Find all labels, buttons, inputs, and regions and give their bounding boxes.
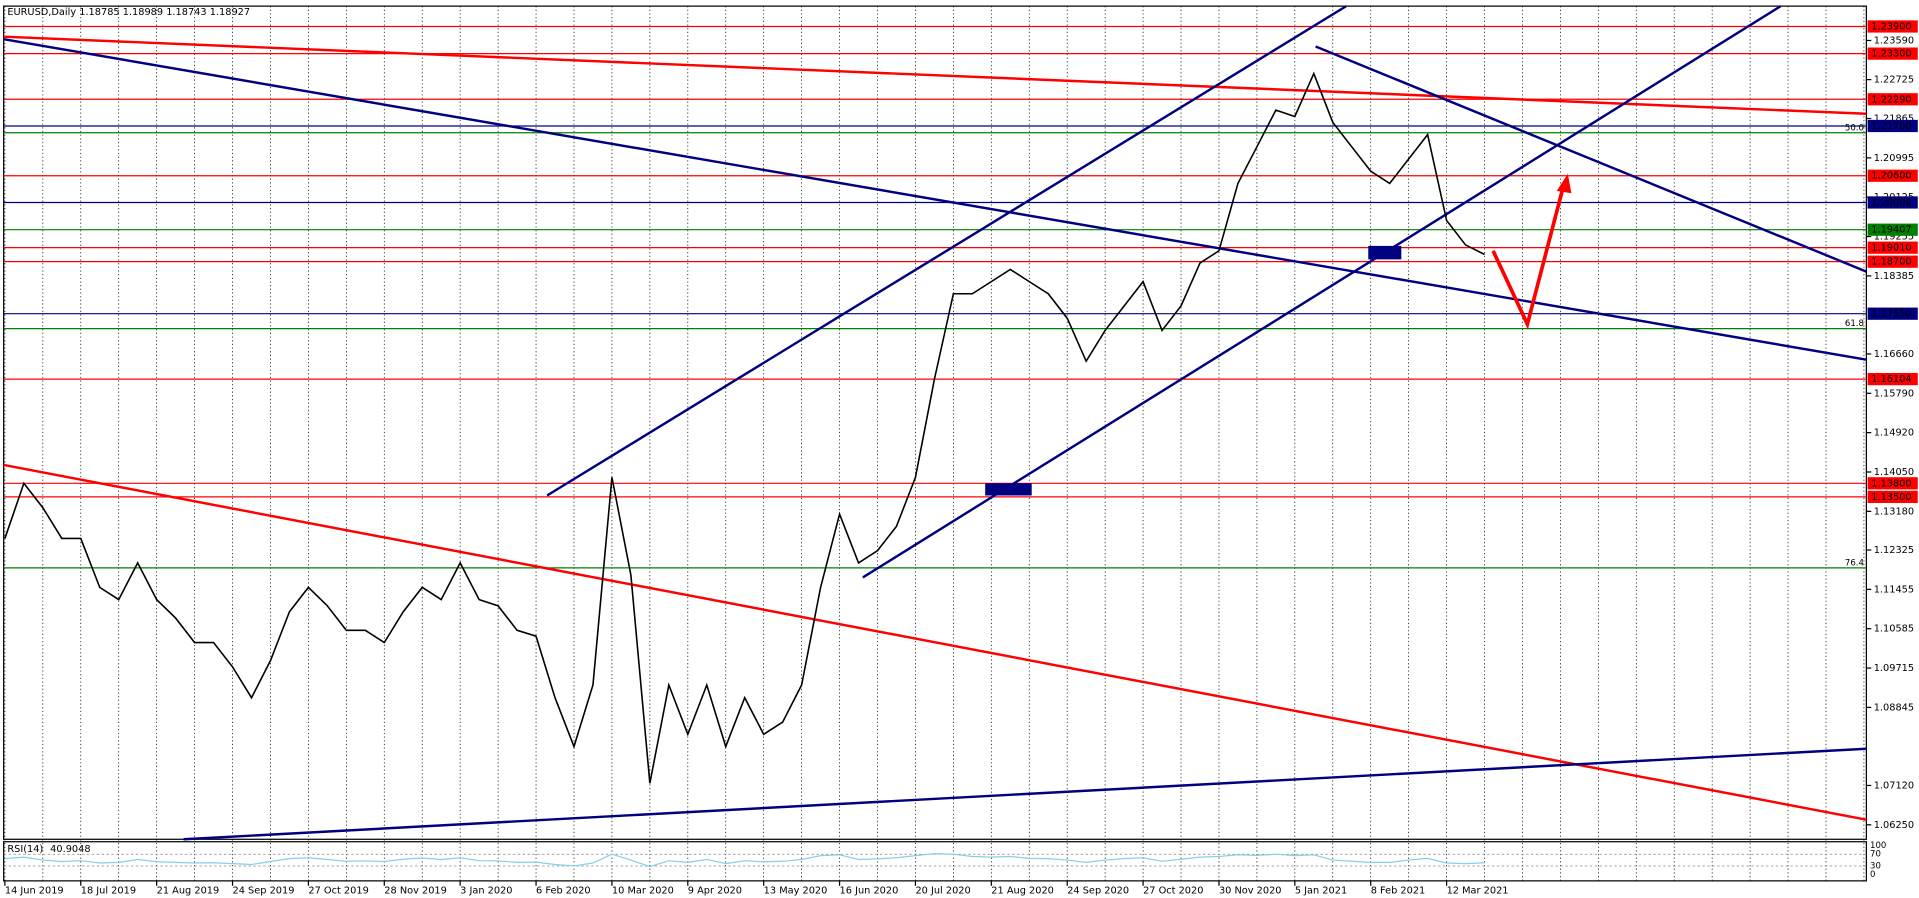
grid [3,6,1867,881]
trendline [1315,45,1867,273]
x-tick-label: 24 Sep 2020 [1067,886,1129,897]
trendline [862,5,1782,579]
x-tick-label: 8 Feb 2021 [1371,886,1426,897]
rsi-value: 40.9048 [50,844,90,855]
x-tick-label: 18 Jul 2019 [81,886,136,897]
forecast-arrow [1491,183,1566,330]
series [4,71,1485,868]
level-label: 1.13500 [1871,492,1911,503]
trendline [546,5,1347,497]
level-label-box [1867,372,1918,386]
fib-label: 50.0 [1845,123,1864,133]
trendline [183,747,1867,841]
y-tick-label: 1.16660 [1874,349,1914,360]
y-tick-label: 1.08845 [1874,702,1914,713]
level-label-box [1867,241,1918,254]
x-tick-label: 3 Jan 2020 [460,886,512,897]
trendline [3,35,1867,116]
level-label-box [1867,196,1918,209]
zone-box [1368,245,1402,260]
level-label-box [1867,169,1918,182]
x-tick-label: 14 Jun 2019 [5,886,64,897]
y-tick-label: 1.14920 [1874,428,1914,439]
y-tick-label: 1.14050 [1874,467,1914,478]
x-tick-label: 9 Apr 2020 [688,886,742,897]
chart-title: EURUSD,Daily 1.18785 1.18989 1.18743 1.1… [7,7,250,18]
zone-box [985,483,1032,496]
y-tick-label: 1.15790 [1874,388,1914,399]
arrow-head [1556,173,1572,194]
rsi-line [4,852,1485,868]
y-tick-label: 1.23590 [1874,35,1914,46]
level-label: 1.19407 [1871,225,1911,236]
y-tick-label: 1.07120 [1874,780,1914,791]
level-label-box [1867,20,1918,33]
x-tick-label: 28 Nov 2019 [384,886,447,897]
x-tick-label: 30 Nov 2020 [1219,886,1282,897]
x-tick-label: 6 Feb 2020 [536,886,591,897]
y-tick-label: 1.12325 [1874,545,1914,556]
trendline [3,37,1867,361]
level-label: 1.21700 [1871,121,1911,132]
y-tick-label: 1.22725 [1874,75,1914,86]
x-tick-label: 20 Jul 2020 [915,886,970,897]
level-label: 1.20009 [1871,197,1911,208]
fib-label: 61.8 [1845,319,1864,329]
level-label-box [1867,477,1918,490]
y-tick-label: 1.13180 [1874,506,1914,517]
rsi-tick-label: 100 [1870,841,1886,851]
level-label-box [1867,490,1918,503]
x-tick-label: 27 Oct 2019 [308,886,368,897]
level-label-box [1867,119,1918,133]
x-tick-label: 21 Aug 2019 [157,886,220,897]
y-tick-label: 1.20995 [1874,153,1914,164]
level-label: 1.16104 [1871,374,1911,385]
level-label: 1.19010 [1871,243,1911,254]
levels: 50.0 61.8 76.4 [3,25,1867,569]
level-label: 1.23900 [1871,21,1911,32]
level-label: 1.20600 [1871,171,1911,182]
y-tick-label: 1.11455 [1874,584,1914,595]
x-tick-label: 16 Jun 2020 [840,886,899,897]
level-label-box [1867,47,1918,60]
x-tick-label: 5 Jan 2021 [1295,886,1347,897]
y-tick-label: 1.21865 [1874,114,1914,125]
level-label: 1.23300 [1871,49,1911,60]
level-label: 1.13800 [1871,478,1911,489]
level-label-box [1867,307,1918,320]
y-tick-label: 1.18385 [1874,271,1914,282]
x-tick-label: 12 Mar 2021 [1447,886,1509,897]
y-tick-label: 1.19255 [1874,232,1914,243]
y-tick-label: 1.06250 [1874,820,1914,831]
rsi-tick-label: 70 [1870,850,1881,860]
level-label: 1.22290 [1871,94,1911,105]
y-tick-label: 1.09715 [1874,663,1914,674]
x-tick-label: 13 May 2020 [764,886,828,897]
x-tick-label: 27 Oct 2020 [1143,886,1203,897]
level-label-box [1867,255,1918,268]
x-tick-label: 24 Sep 2019 [233,886,295,897]
rsi-panel-frame [3,841,1867,882]
level-label-box [1867,223,1918,236]
rsi-tick-label: 30 [1870,861,1881,871]
x-tick-label: 21 Aug 2020 [991,886,1054,897]
fib-label: 76.4 [1845,558,1864,568]
rsi-name: RSI(14) [7,844,43,855]
x-tick-label: 10 Mar 2020 [612,886,674,897]
level-label: 1.17550 [1871,309,1911,320]
rsi-tick-label: 0 [1870,870,1875,880]
trendline [3,463,1867,821]
trendlines [3,5,1867,841]
main-panel-frame [3,5,1867,840]
price-line [4,71,1485,784]
y-tick-label: 1.10585 [1874,624,1914,635]
axis: 14 Jun 2019 18 Jul 2019 21 Aug 2019 24 Sep … [4,20,1918,897]
level-label-box [1867,93,1918,106]
level-label: 1.18700 [1871,257,1911,268]
